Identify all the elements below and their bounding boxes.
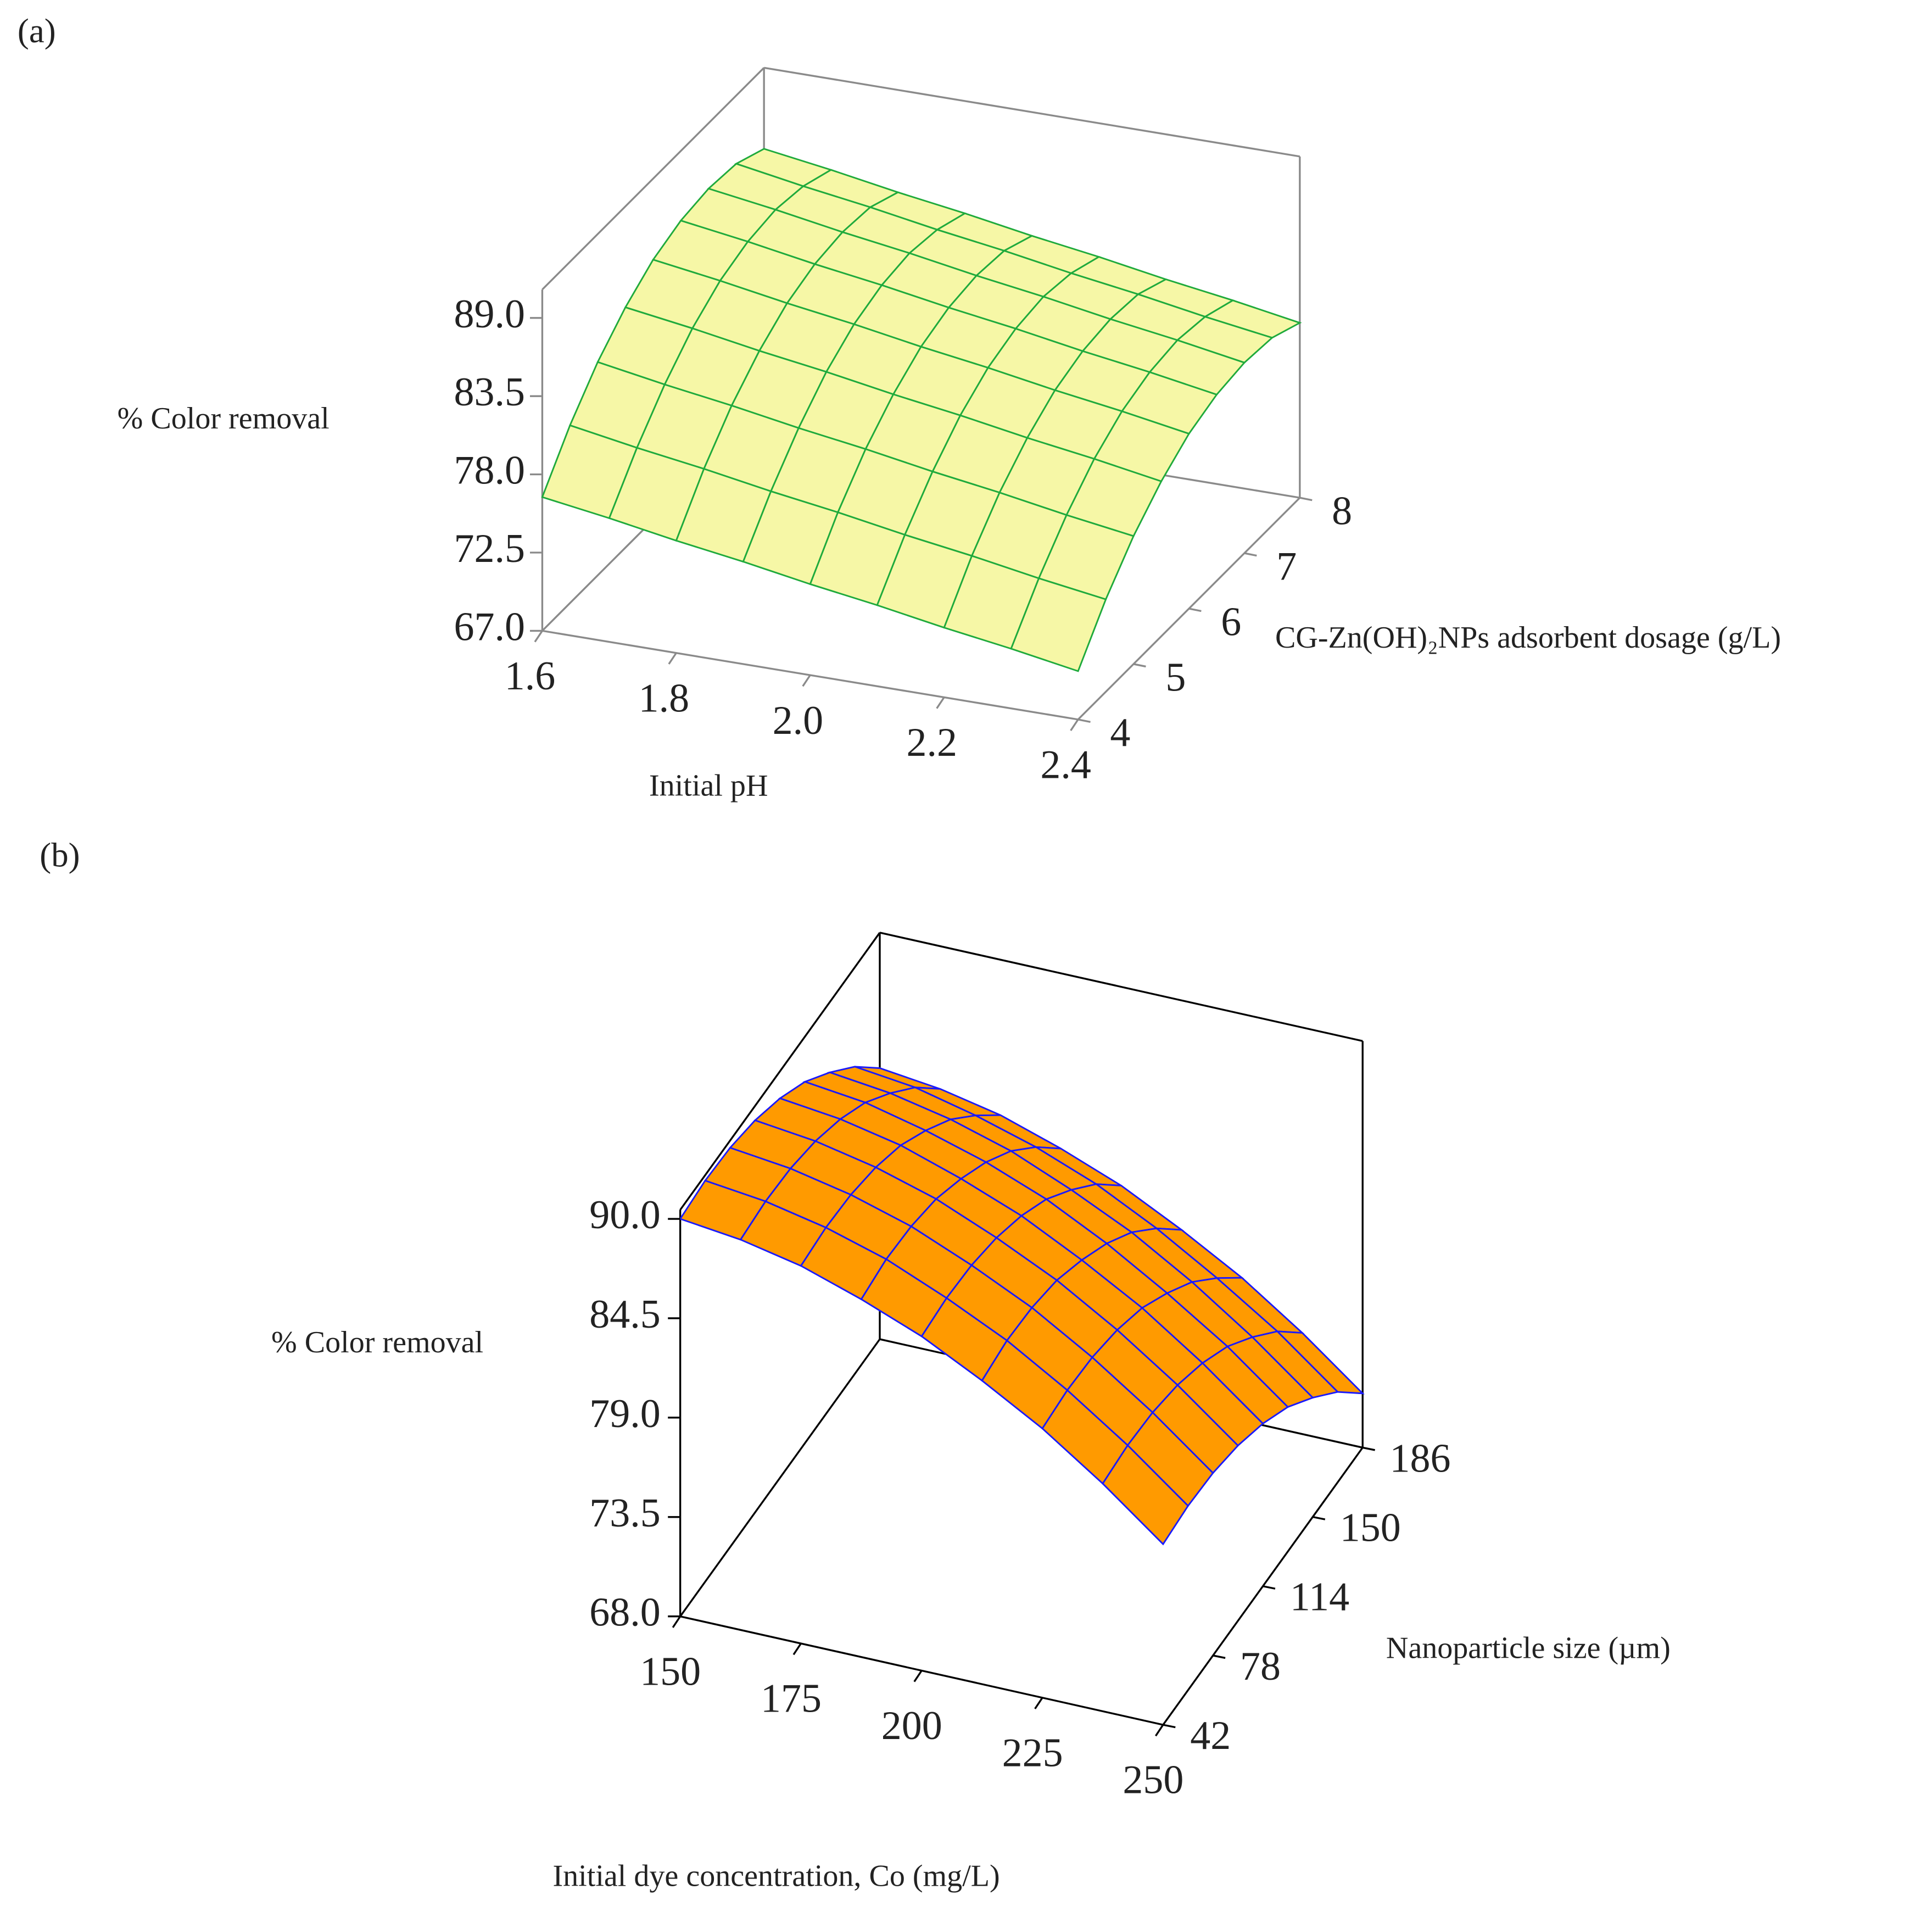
y-tick-label: 114 [1290,1575,1349,1620]
y-axis-title: CG-Zn(OH)₂NPs adsorbent dosage (g/L) [1275,621,1781,655]
z-tick-label: 89.0 [454,292,526,337]
y-tick [1313,1515,1326,1520]
box-edge [763,66,1300,158]
box-edge [679,1339,881,1617]
x-tick-label: 1.8 [639,676,689,721]
x-tick-label: 200 [881,1703,942,1748]
x-tick [1155,1724,1164,1737]
z-tick-label: 79.0 [589,1391,661,1436]
box-edge [541,67,765,291]
y-tick-label: 186 [1390,1436,1451,1481]
z-tick-label: 84.5 [589,1292,661,1337]
y-tick-label: 7 [1276,544,1297,589]
x-tick-label: 225 [1002,1730,1063,1775]
x-tick [913,1670,923,1682]
y-tick [1263,1585,1276,1590]
y-tick [1188,608,1202,612]
panel-label: (b) [40,836,80,874]
y-tick [1244,552,1257,557]
x-axis-title: Initial pH [649,768,768,803]
x-tick [534,630,543,643]
x-axis-title: Initial dye concentration, Co (mg/L) [552,1859,999,1893]
x-tick [1034,1697,1043,1709]
x-tick-label: 250 [1123,1758,1183,1803]
y-tick [1133,663,1146,668]
x-tick-label: 2.2 [907,720,957,765]
panel-label: (a) [18,12,56,50]
z-axis-title: % Color removal [271,1325,483,1359]
surface-cell [1102,1444,1190,1546]
x-tick [936,696,945,709]
z-axis-title: % Color removal [118,402,330,436]
z-tick-label: 68.0 [589,1590,661,1635]
z-tick-label: 67.0 [454,604,526,649]
z-tick-label: 73.5 [589,1491,661,1536]
y-axis-title: Nanoparticle size (µm) [1386,1631,1671,1665]
y-tick [1362,1446,1375,1451]
y-tick-label: 8 [1332,489,1352,534]
y-tick-label: 150 [1340,1506,1401,1551]
y-tick [1213,1654,1226,1659]
x-tick [802,675,811,687]
z-tick-label: 90.0 [589,1192,661,1238]
x-tick [1070,718,1079,731]
y-tick-label: 5 [1165,655,1186,700]
y-tick-label: 78 [1240,1644,1281,1689]
z-tick-label: 83.5 [454,370,526,415]
y-tick [1077,718,1091,723]
x-tick-label: 2.4 [1040,743,1091,788]
z-tick-label: 78.0 [454,448,526,493]
x-tick [672,1615,682,1628]
x-tick [792,1643,802,1656]
x-tick-label: 2.0 [773,698,823,743]
x-tick [668,652,677,665]
z-tick-label: 72.5 [454,526,526,571]
surface-cell [1010,577,1107,672]
x-tick-label: 150 [640,1649,701,1694]
x-tick-label: 1.6 [505,654,556,699]
y-tick-label: 42 [1190,1713,1231,1758]
y-tick-label: 6 [1221,599,1241,644]
box-edge [679,932,881,1211]
box-edge [879,932,1363,1042]
x-tick-label: 175 [761,1676,822,1721]
y-tick [1299,497,1313,501]
y-tick [1163,1724,1176,1729]
y-tick-label: 4 [1110,710,1130,755]
